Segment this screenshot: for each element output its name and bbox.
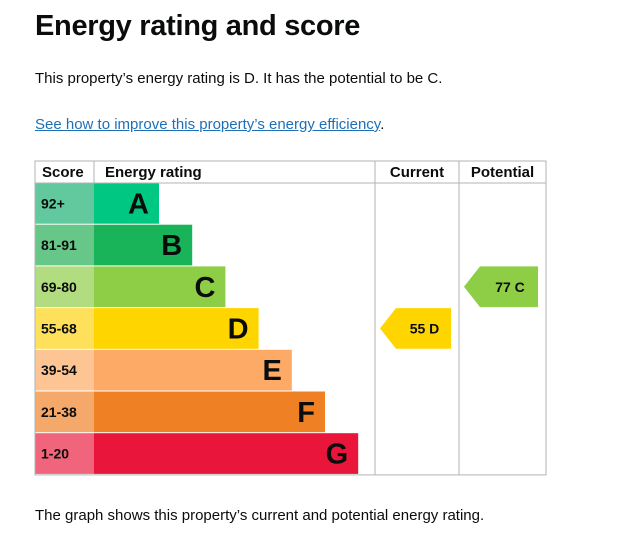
score-label: 92+ xyxy=(41,195,65,211)
score-cell-f xyxy=(35,391,94,433)
rating-bar-d xyxy=(94,308,259,349)
rating-bar-f xyxy=(94,391,325,433)
score-label: 81-91 xyxy=(41,237,77,253)
score-label: 55-68 xyxy=(41,320,77,336)
rating-bar-g xyxy=(94,433,359,474)
score-cell-e xyxy=(35,349,94,391)
score-cell-b xyxy=(35,224,94,266)
rating-letter: E xyxy=(262,355,281,387)
rating-letter: C xyxy=(194,272,215,304)
rating-letter: B xyxy=(161,230,182,262)
score-label: 39-54 xyxy=(41,362,77,378)
chart-caption: The graph shows this property’s current … xyxy=(35,507,485,524)
score-label: 21-38 xyxy=(41,404,77,420)
rating-letter: D xyxy=(228,313,249,345)
header-current: Current xyxy=(390,164,444,181)
rating-letter: F xyxy=(297,397,315,429)
header-score: Score xyxy=(42,164,84,181)
score-cell-a xyxy=(35,183,94,224)
score-cell-c xyxy=(35,266,94,308)
score-label: 1-20 xyxy=(41,446,69,462)
potential-arrow xyxy=(464,266,538,308)
rating-letter: G xyxy=(326,439,349,471)
potential-rating-label: 77 C xyxy=(495,279,525,295)
current-arrow xyxy=(380,308,451,349)
rating-summary: This property’s energy rating is D. It h… xyxy=(35,70,443,87)
score-cell-d xyxy=(35,308,94,349)
page-title: Energy rating and score xyxy=(35,10,361,42)
improve-efficiency-link[interactable]: See how to improve this property’s energ… xyxy=(35,116,381,133)
current-rating-label: 55 D xyxy=(410,320,440,336)
rating-bar-e xyxy=(94,349,292,391)
rating-letter: A xyxy=(128,188,149,220)
chart-border xyxy=(34,160,547,476)
improve-link-line: See how to improve this property’s energ… xyxy=(35,116,384,133)
rating-bar-a xyxy=(94,183,159,224)
score-cell-g xyxy=(35,433,94,474)
header-energy-rating: Energy rating xyxy=(105,164,202,181)
rating-bar-c xyxy=(94,266,226,308)
header-potential: Potential xyxy=(471,164,534,181)
score-label: 69-80 xyxy=(41,279,77,295)
link-suffix: . xyxy=(380,116,385,133)
rating-bar-b xyxy=(94,224,193,266)
